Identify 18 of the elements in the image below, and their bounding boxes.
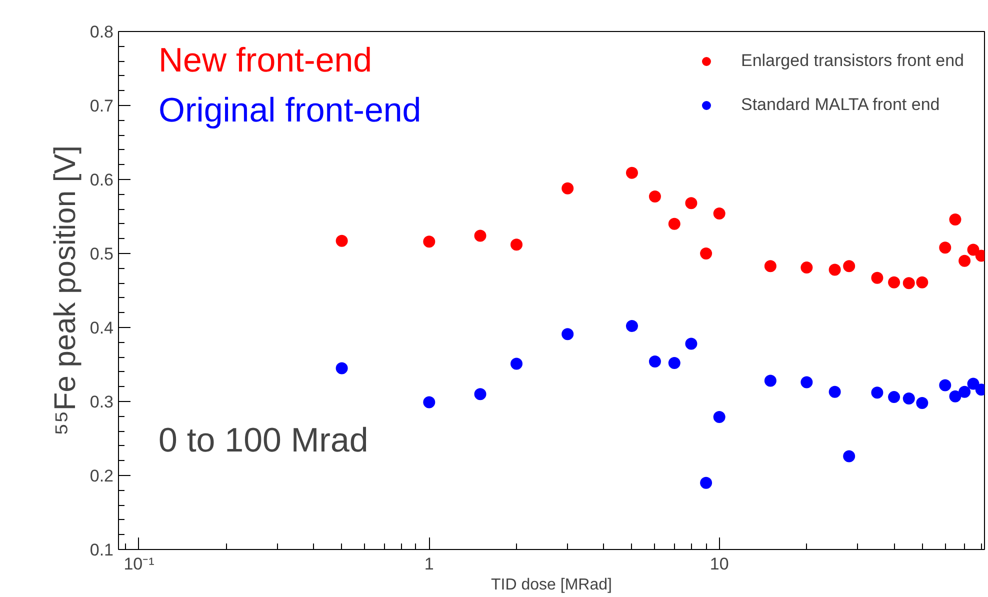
x-tick-label: 1 xyxy=(424,554,434,574)
annotation: 0 to 100 Mrad xyxy=(158,422,368,460)
y-axis-title: ⁵⁵Fe peak position [V] xyxy=(48,145,82,436)
legend-label: Enlarged transistors front end xyxy=(740,51,964,71)
x-tick-label: 10 xyxy=(710,554,729,574)
x-axis-title: TID dose [MRad] xyxy=(491,576,612,594)
y-tick-label: 0.6 xyxy=(90,170,114,190)
y-tick-label: 0.8 xyxy=(90,22,114,42)
annotation: Original front-end xyxy=(158,92,422,130)
y-tick-label: 0.2 xyxy=(90,466,114,486)
legend-label: Standard MALTA front end xyxy=(740,95,940,115)
y-tick-label: 0.5 xyxy=(90,244,114,264)
y-tick-label: 0.7 xyxy=(90,96,114,116)
y-tick-label: 0.1 xyxy=(90,540,114,560)
x-tick-label: 10⁻¹ xyxy=(124,554,155,574)
annotation: New front-end xyxy=(158,42,372,80)
y-tick-label: 0.3 xyxy=(90,392,114,412)
y-tick-label: 0.4 xyxy=(90,318,114,338)
